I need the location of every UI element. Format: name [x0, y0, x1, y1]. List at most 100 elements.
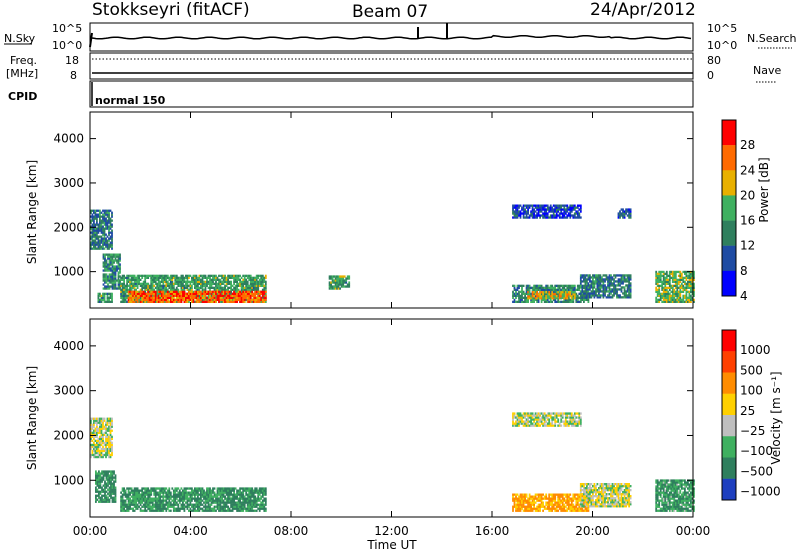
velocity-cell — [127, 497, 130, 500]
power-cell — [99, 298, 101, 301]
power-cell — [619, 274, 621, 277]
velocity-cell — [97, 453, 100, 457]
power-cell — [97, 225, 100, 228]
velocity-cell — [136, 499, 139, 502]
velocity-cell — [177, 509, 180, 512]
velocity-cell — [127, 491, 130, 494]
velocity-cell — [148, 503, 151, 506]
power-cell — [133, 276, 136, 279]
power-cell — [234, 276, 237, 279]
velocity-cell — [189, 493, 192, 496]
power-cell — [524, 208, 526, 211]
power-cell — [516, 206, 519, 209]
power-cell — [527, 295, 529, 298]
power-cell — [100, 229, 103, 232]
power-cell — [258, 294, 261, 297]
power-cell — [111, 267, 114, 270]
power-cell — [126, 294, 128, 297]
velocity-cell — [121, 489, 124, 492]
power-cell — [693, 290, 695, 293]
power-cell — [175, 294, 178, 297]
power-cell — [679, 288, 682, 291]
power-cell — [90, 241, 92, 244]
power-cell — [90, 231, 92, 234]
velocity-cell — [219, 487, 222, 490]
velocity-cell — [168, 487, 171, 490]
velocity-cell — [109, 427, 112, 430]
power-cell — [242, 292, 245, 295]
velocity-cell — [195, 505, 198, 508]
velocity-cell — [145, 501, 148, 504]
power-cell — [676, 300, 679, 303]
velocity-cell — [138, 505, 140, 508]
velocity-cell — [252, 501, 255, 504]
velocity-cell — [197, 499, 199, 502]
velocity-cell — [194, 507, 196, 510]
power-cell — [213, 294, 216, 297]
velocity-cell — [165, 509, 168, 512]
power-cell — [186, 298, 189, 301]
velocity-cell — [239, 487, 241, 490]
power-cell — [536, 214, 538, 217]
power-cell — [531, 298, 534, 301]
power-cell — [576, 206, 579, 209]
power-cell — [542, 291, 544, 294]
power-cell — [127, 284, 130, 287]
power-cell — [103, 219, 106, 222]
power-cell — [578, 292, 581, 295]
power-cell — [201, 276, 204, 279]
power-cell — [610, 274, 612, 277]
power-cell — [546, 290, 549, 293]
power-cell — [598, 286, 600, 289]
power-cell — [215, 298, 217, 301]
velocity-cell — [183, 487, 186, 490]
power-cell — [197, 298, 199, 301]
velocity-cell — [512, 497, 514, 500]
velocity-cell — [111, 451, 113, 455]
power-cell — [513, 300, 516, 303]
power-cell — [264, 288, 267, 291]
power-cell — [682, 290, 685, 293]
power-cell — [249, 292, 252, 295]
velocity-cell — [254, 509, 257, 512]
power-cell — [558, 295, 561, 298]
power-cell — [263, 284, 266, 287]
power-cell — [182, 298, 184, 301]
velocity-cell — [109, 429, 112, 432]
power-cell — [570, 297, 573, 300]
velocity-cell — [224, 507, 226, 510]
power-cell — [693, 300, 695, 303]
power-cell — [123, 292, 125, 295]
velocity-cell — [186, 507, 189, 510]
power-cell — [130, 284, 133, 287]
power-cell — [110, 279, 112, 282]
velocity-cell — [207, 503, 210, 506]
power-cell — [531, 204, 534, 207]
velocity-cell — [108, 494, 111, 497]
power-cell — [596, 278, 599, 281]
velocity-cell — [96, 433, 98, 436]
velocity-cell — [222, 509, 225, 512]
power-cell — [598, 294, 600, 297]
power-cell — [153, 298, 156, 301]
velocity-cell — [123, 509, 125, 512]
velocity-cell — [243, 487, 246, 490]
power-cell — [188, 292, 190, 295]
velocity-cell — [207, 487, 210, 490]
power-cell — [528, 293, 531, 296]
velocity-cell — [109, 449, 112, 453]
power-cell — [668, 282, 671, 285]
power-cell — [219, 298, 222, 301]
power-cell — [231, 292, 234, 295]
velocity-cell — [260, 507, 263, 510]
power-cell — [552, 295, 555, 298]
power-cell — [240, 284, 243, 287]
power-cell — [336, 287, 338, 290]
power-cell — [613, 280, 615, 283]
power-cell — [163, 276, 166, 279]
power-cell — [111, 275, 114, 278]
power-cell — [525, 290, 528, 293]
power-cell — [165, 276, 168, 279]
power-cell — [197, 284, 199, 287]
power-cell — [133, 286, 136, 289]
